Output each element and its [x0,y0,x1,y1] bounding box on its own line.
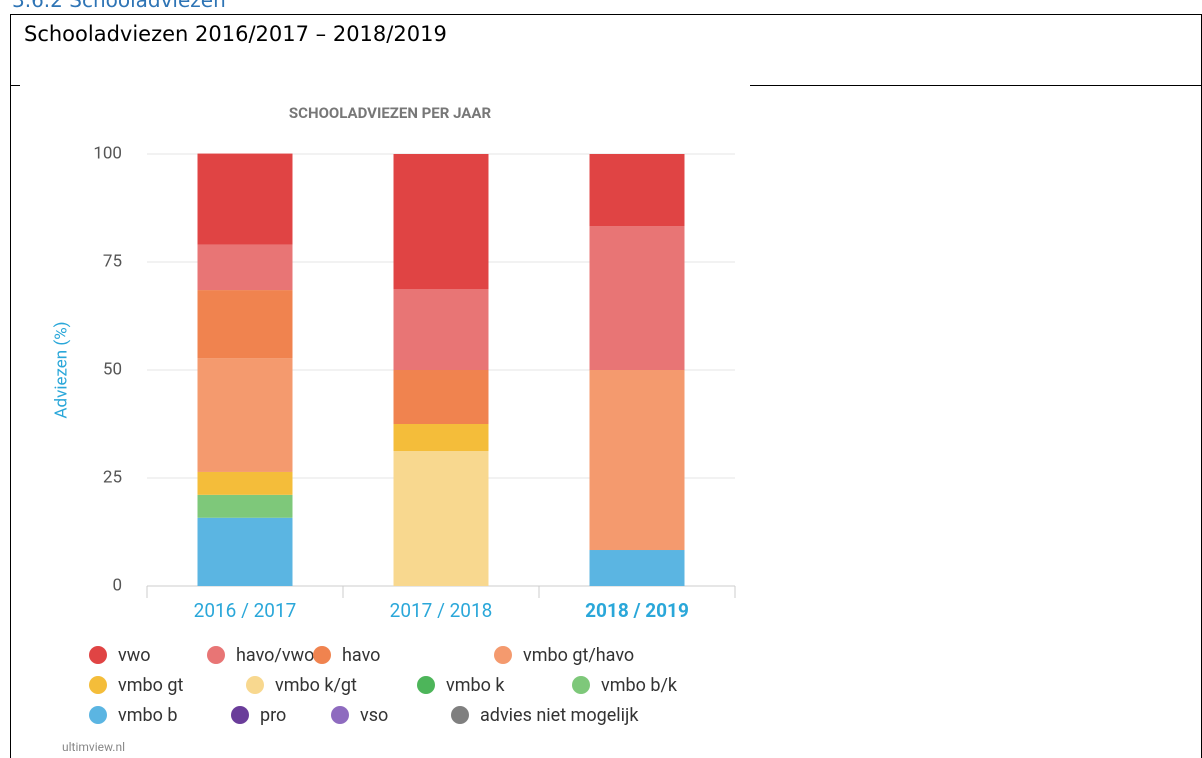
legend-label: vmbo k [446,675,505,696]
bar-segment [393,289,489,370]
legend-label: pro [260,705,286,726]
legend-label: advies niet mogelijk [480,705,639,726]
x-tick-label: 2016 / 2017 [194,599,297,622]
bar-segment [197,517,293,586]
bar-segment [393,424,489,451]
y-tick-label: 50 [103,359,122,379]
legend-swatch [89,706,107,724]
y-tick-label: 100 [93,143,122,163]
legend-swatch [89,676,107,694]
bar-segment [589,550,685,586]
legend-swatch [89,646,107,664]
chart-title: SCHOOLADVIEZEN PER JAAR [289,104,492,122]
bar-segment [393,154,489,289]
x-tick-label: 2018 / 2019 [585,599,689,622]
bar-segment [589,370,685,551]
bar-segment [197,290,293,359]
legend-swatch [451,706,469,724]
bar-segment [393,370,489,424]
row-rule [750,85,1202,86]
legend-label: vmbo gt/havo [523,645,634,666]
x-tick-label: 2017 / 2018 [390,599,493,622]
bar-segment [197,494,293,518]
bar-segment [197,358,293,472]
bar-segment [393,451,489,586]
section-heading: 3.6.2 Schooladviezen [12,0,226,12]
legend-label: vmbo b [118,705,177,726]
row-rule [10,85,20,86]
legend-label: vmbo gt [118,675,183,696]
legend-swatch [246,676,264,694]
y-tick-label: 0 [112,575,122,595]
legend-label: vmbo k/gt [275,675,357,696]
legend-label: vwo [118,645,151,666]
legend-swatch [572,676,590,694]
source: ultimview.nl [62,740,125,754]
bar-segment [197,244,293,291]
table-title: Schooladviezen 2016/2017 – 2018/2019 [24,22,447,46]
legend-swatch [313,646,331,664]
legend-label: vso [360,705,388,726]
bar-segment [197,153,293,245]
bar-segment [589,226,685,370]
legend-label: havo [342,645,380,666]
legend-swatch [417,676,435,694]
y-tick-label: 75 [103,251,122,271]
bar-segment [589,154,685,227]
legend-swatch [331,706,349,724]
y-tick-label: 25 [103,467,122,487]
legend-label: vmbo b/k [601,675,678,696]
legend-swatch [494,646,512,664]
y-axis-label: Adviezen (%) [51,321,71,418]
legend-swatch [231,706,249,724]
legend-swatch [207,646,225,664]
legend-label: havo/vwo [236,645,314,666]
bar-segment [197,471,293,495]
